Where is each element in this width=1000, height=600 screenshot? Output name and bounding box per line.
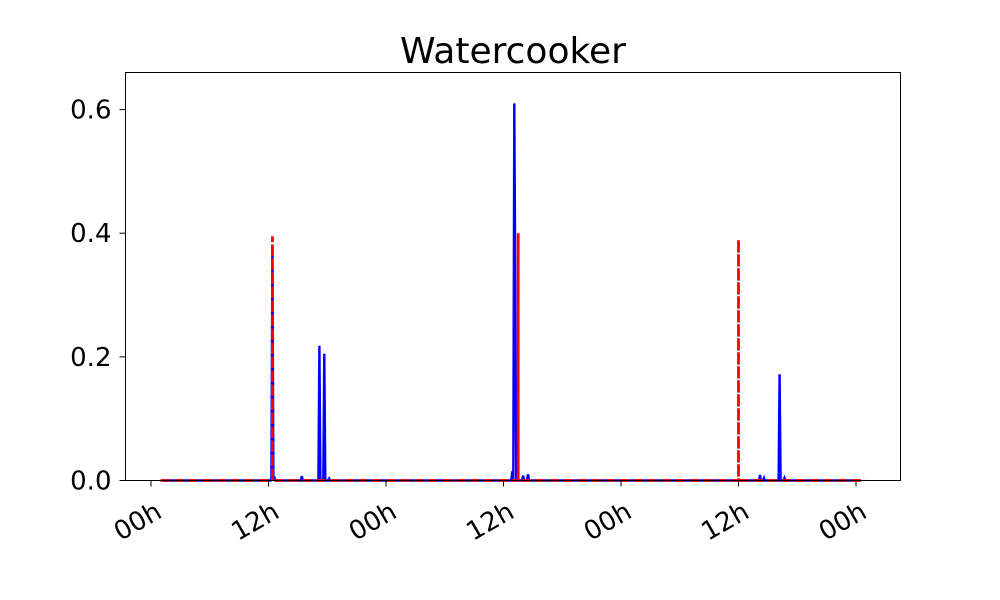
x-tick-label: 00h [814,497,872,548]
y-axis: 0.0 0.2 0.4 0.6 [70,96,126,497]
x-axis: 00h 12h 00h 12h 00h 12h 00h [109,480,872,548]
series-line-red-dashed [160,233,866,482]
chart-title: Watercooker [400,31,626,72]
x-tick-label: 00h [109,497,167,548]
series-layer [160,103,866,482]
x-tick-label: 12h [696,497,754,548]
x-tick-label: 12h [226,497,284,548]
y-tick-label: 0.4 [70,219,111,249]
series-line-blue [160,103,861,482]
x-tick-label: 00h [344,497,402,548]
y-tick-label: 0.6 [70,96,111,126]
y-tick-label: 0.0 [70,467,111,497]
plot-frame [125,72,901,481]
x-tick-label: 12h [461,497,519,548]
y-tick-label: 0.2 [70,343,111,373]
x-tick-label: 00h [579,497,637,548]
